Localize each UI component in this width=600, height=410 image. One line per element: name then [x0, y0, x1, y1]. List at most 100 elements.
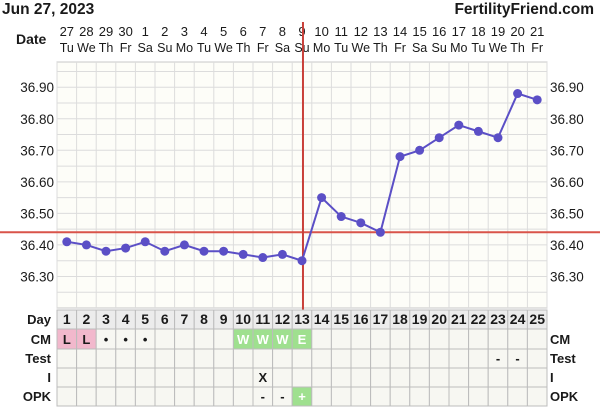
table-cell-intercourse: [468, 367, 489, 388]
table-cell-test: [291, 348, 313, 369]
table-cell-intercourse: [193, 367, 215, 388]
table-cell-opk: [330, 386, 352, 407]
table-cell-cm: [174, 328, 195, 350]
date-label: 18: [471, 24, 485, 39]
table-value-cm: •: [123, 332, 128, 347]
table-cell-cm: [409, 328, 430, 350]
table-cell-test: [95, 348, 117, 369]
table-cell-cm: [487, 328, 509, 350]
row-label-right-cm: CM: [550, 332, 570, 347]
table-cell-test: [330, 348, 352, 369]
table-value-cm: L: [82, 332, 90, 347]
chart-date: Jun 27, 2023: [2, 1, 95, 18]
temperature-point: [395, 152, 405, 162]
table-value-cm: W: [276, 332, 289, 347]
table-cell-test: [174, 348, 195, 369]
table-cell-intercourse: [174, 367, 195, 388]
table-value-opk: -: [280, 389, 284, 404]
table-cell-intercourse: [76, 367, 97, 388]
temperature-point: [121, 243, 131, 253]
y-tick-label-left: 36.90: [20, 80, 54, 95]
weekday-label: Su: [157, 41, 172, 55]
table-cell-opk: [487, 386, 509, 407]
table-cell-test: [134, 348, 156, 369]
row-label-right-test: Test: [550, 351, 576, 366]
temperature-point: [140, 237, 150, 247]
date-label: 28: [79, 24, 93, 39]
table-cell-test: [272, 348, 293, 369]
y-tick-label-left: 36.40: [20, 238, 54, 253]
date-label: 19: [491, 24, 505, 39]
temperature-point: [160, 246, 170, 256]
y-tick-label-left: 36.30: [20, 269, 54, 284]
table-cell-cm: [389, 328, 411, 350]
table-cell-test: [526, 348, 548, 369]
table-cell-intercourse: [272, 367, 293, 388]
table-cell-cm: [428, 328, 450, 350]
table-cell-intercourse: [95, 367, 117, 388]
date-label: 11: [334, 24, 348, 39]
temperature-point: [415, 145, 425, 155]
table-cell-test: [213, 348, 234, 369]
weekday-label: Th: [510, 41, 525, 55]
table-cell-test: [389, 348, 411, 369]
table-cell-intercourse: [232, 367, 254, 388]
table-cell-opk: [213, 386, 234, 407]
temperature-point: [179, 240, 189, 250]
temperature-point: [238, 249, 248, 259]
y-tick-label-left: 36.60: [20, 175, 54, 190]
table-cell-opk: [154, 386, 176, 407]
y-tick-label-right: 36.70: [550, 143, 584, 158]
table-value-opk: -: [261, 389, 265, 404]
table-cell-cm: [448, 328, 470, 350]
table-value-test: -: [496, 351, 500, 366]
temperature-point: [434, 133, 444, 143]
row-label-cm: CM: [31, 332, 51, 347]
row-label-intercourse: I: [47, 370, 51, 385]
table-value-day: 18: [392, 311, 408, 327]
table-cell-opk: [448, 386, 470, 407]
date-label: 12: [354, 24, 368, 39]
row-label-right-intercourse: I: [550, 370, 554, 385]
weekday-label: Th: [236, 41, 251, 55]
date-label: 7: [259, 24, 266, 39]
table-value-day: 3: [102, 311, 110, 327]
weekday-label: Sa: [412, 41, 427, 55]
table-value-day: 19: [412, 311, 428, 327]
date-label: 4: [200, 24, 207, 39]
table-cell-cm: [526, 328, 548, 350]
date-label: 6: [240, 24, 247, 39]
table-value-day: 22: [471, 311, 487, 327]
date-label: 27: [60, 24, 74, 39]
table-cell-test: [154, 348, 176, 369]
table-value-day: 10: [235, 311, 251, 327]
table-cell-intercourse: [134, 367, 156, 388]
table-cell-cm: [154, 328, 176, 350]
table-cell-intercourse: [389, 367, 411, 388]
table-value-cm: •: [143, 332, 148, 347]
table-value-day: 7: [181, 311, 189, 327]
table-cell-opk: [174, 386, 195, 407]
date-label: 2: [161, 24, 168, 39]
date-label: 5: [220, 24, 227, 39]
temperature-point: [81, 240, 91, 250]
table-value-day: 14: [314, 311, 330, 327]
temperature-point: [297, 256, 307, 266]
y-tick-label-right: 36.50: [550, 206, 584, 221]
temperature-point: [317, 193, 327, 203]
table-value-cm: •: [104, 332, 109, 347]
table-cell-opk: [350, 386, 372, 407]
table-cell-opk: [409, 386, 430, 407]
table-cell-test: [115, 348, 136, 369]
weekday-label: Mo: [176, 41, 193, 55]
temperature-point: [336, 212, 346, 222]
y-tick-label-left: 36.50: [20, 206, 54, 221]
table-cell-test: [370, 348, 391, 369]
table-value-day: 24: [510, 311, 526, 327]
temperature-point: [258, 253, 268, 263]
table-cell-cm: [370, 328, 391, 350]
table-cell-intercourse: [526, 367, 548, 388]
weekday-label: Fr: [120, 41, 132, 55]
weekday-label: Fr: [394, 41, 406, 55]
